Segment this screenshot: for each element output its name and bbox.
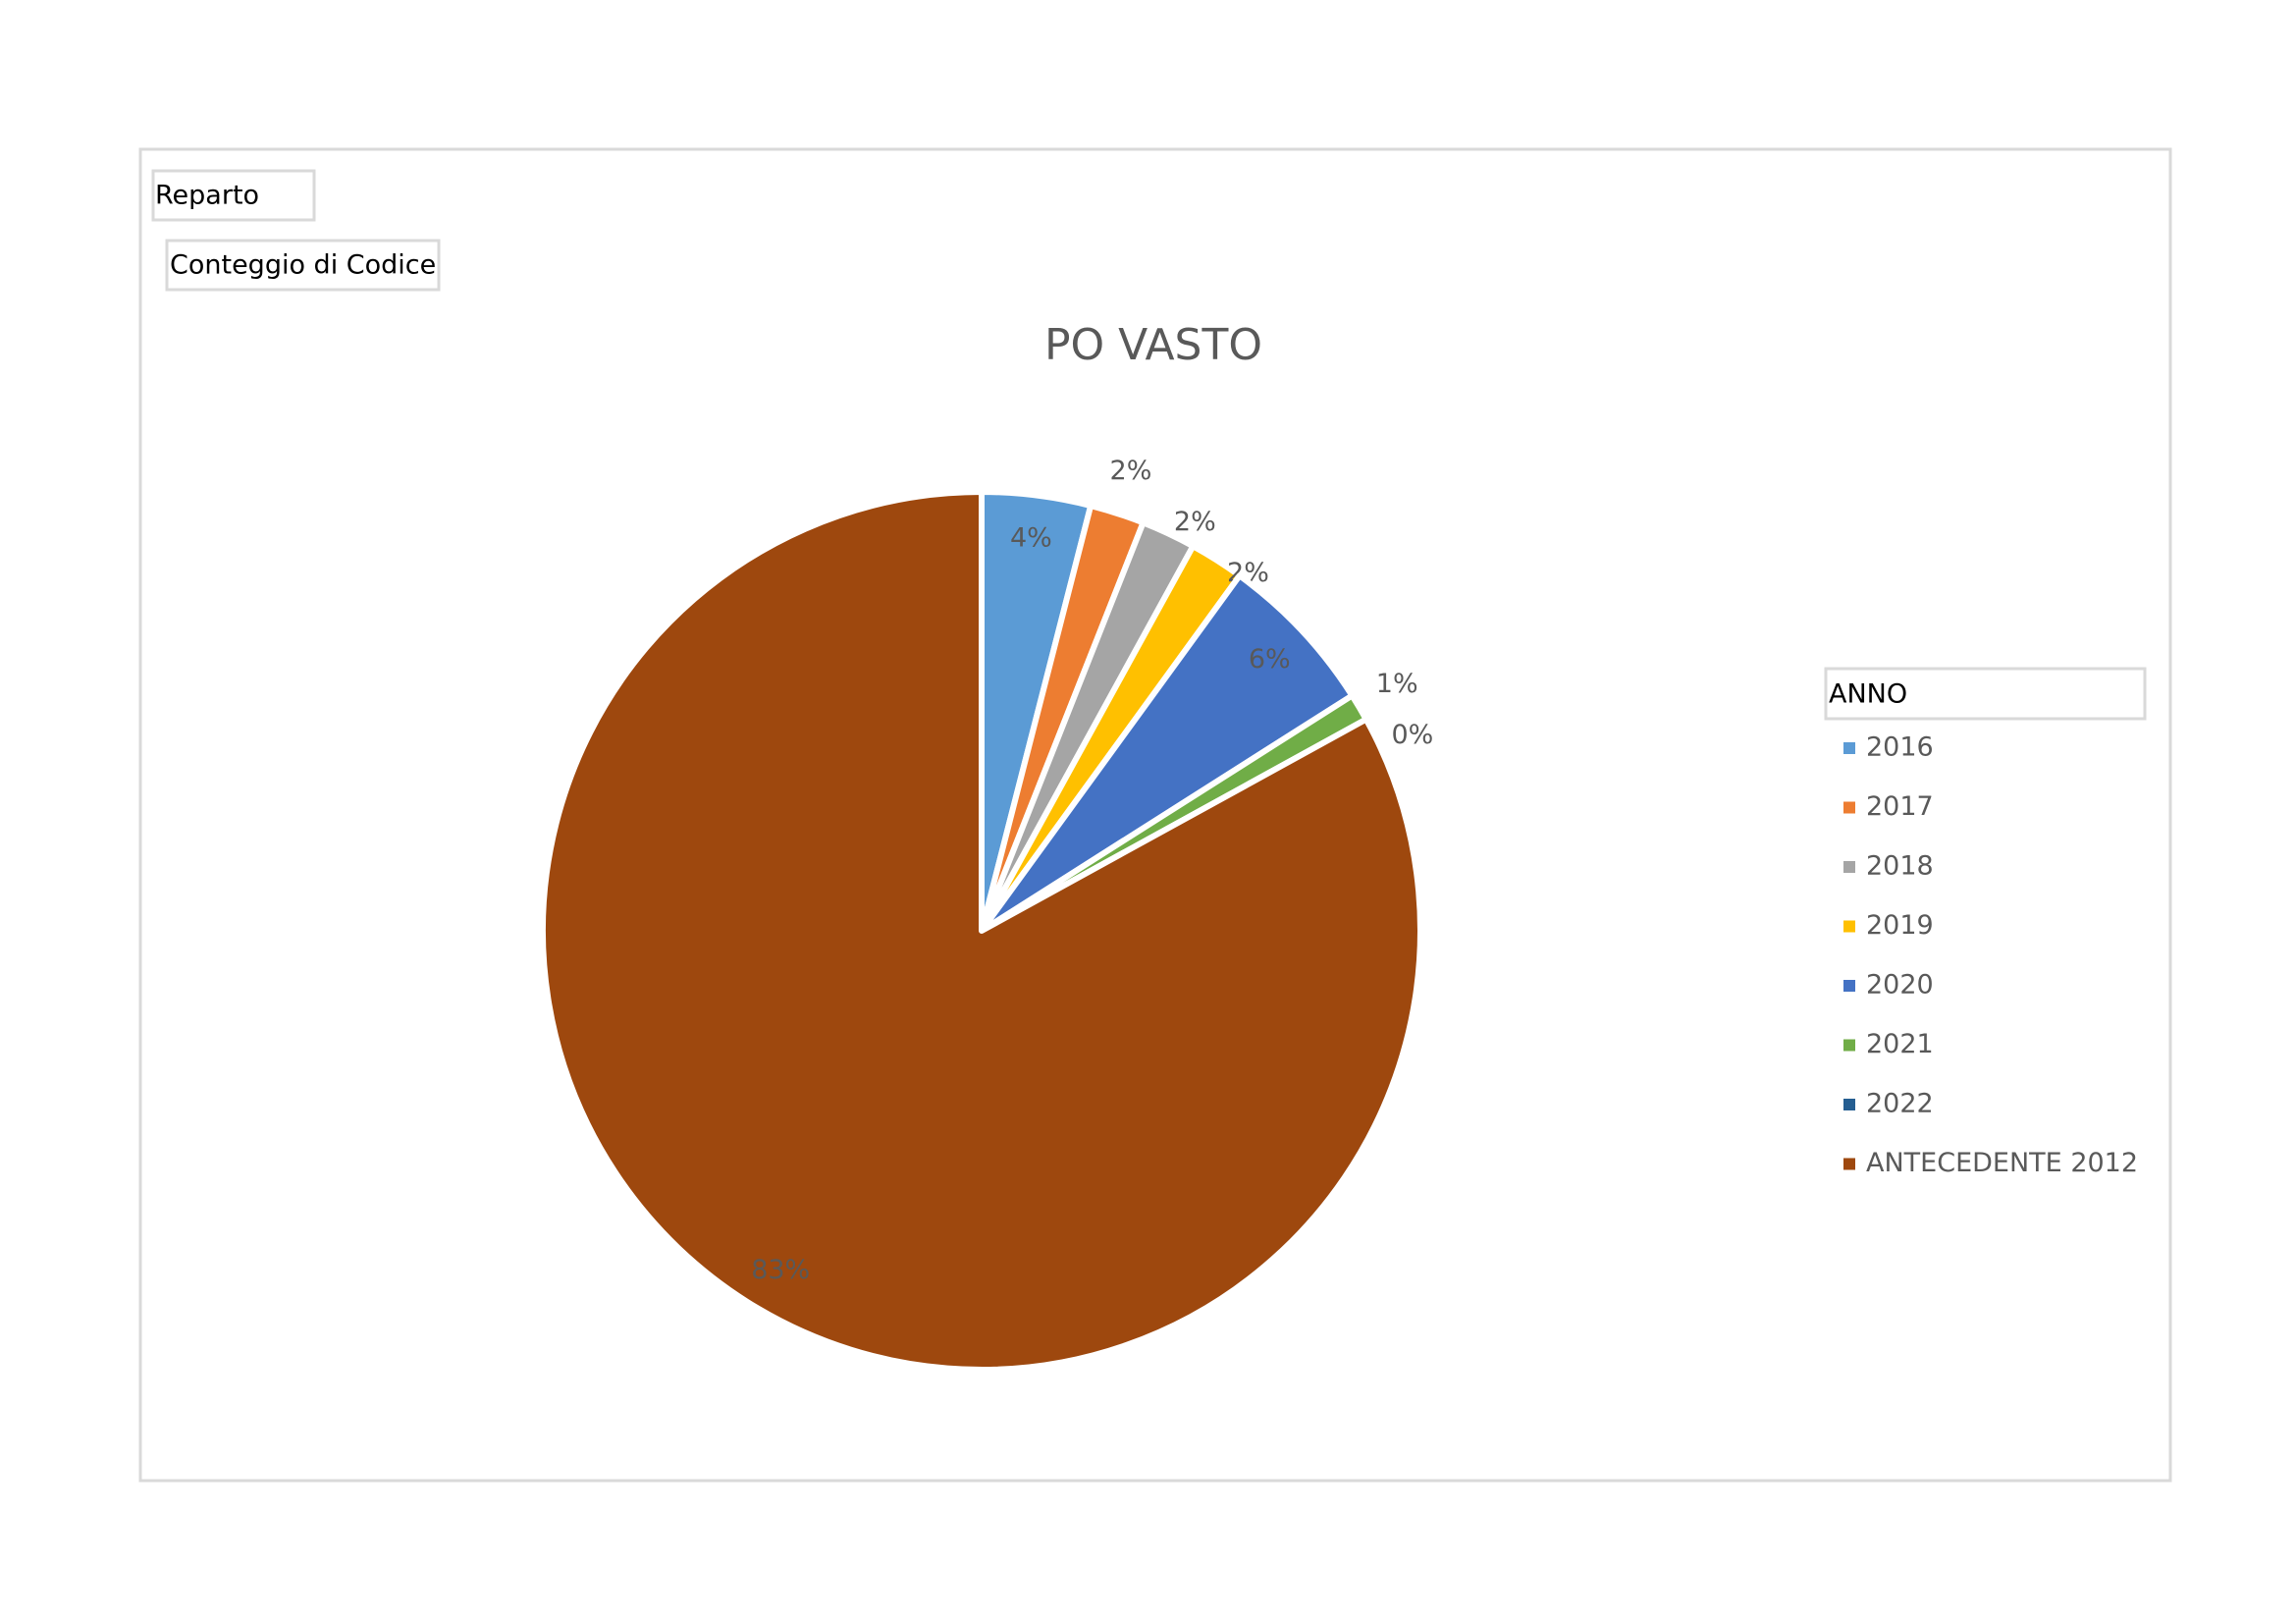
chart-title: PO VASTO [1044,320,1262,370]
legend-label: 2022 [1866,1089,1934,1119]
field-button-label: Reparto [155,181,259,211]
data-label: 2% [1110,456,1152,486]
legend-label: 2021 [1866,1029,1934,1059]
legend-marker [1843,1158,1855,1170]
legend-title: ANNO [1829,679,1907,710]
data-label: 2% [1174,507,1216,537]
data-label: 6% [1249,644,1291,675]
legend-marker [1843,1099,1855,1110]
data-label: 4% [1010,522,1052,553]
legend-label: 2020 [1866,970,1934,1001]
legend-marker [1843,980,1855,992]
pie-slice [979,572,1356,934]
legend-label: 2019 [1866,910,1934,941]
legend-marker [1843,801,1855,814]
legend-label: 2016 [1866,732,1934,763]
legend-marker [1843,742,1855,754]
data-label: 1% [1376,669,1418,699]
legend-marker [1843,861,1855,873]
legend-label: 2017 [1866,791,1934,822]
pie-slice [540,489,1423,1373]
field-button[interactable] [151,169,316,222]
data-label: 83% [751,1255,810,1285]
field-button[interactable] [165,239,441,292]
legend-label: ANTECEDENTE 2012 [1866,1148,2138,1178]
field-button-label: Conteggio di Codice [170,250,436,281]
legend-label: 2018 [1866,851,1934,882]
legend-marker [1843,920,1855,933]
data-label: 0% [1391,720,1433,750]
legend-title-box [1824,667,2147,721]
legend-marker [1843,1039,1855,1052]
